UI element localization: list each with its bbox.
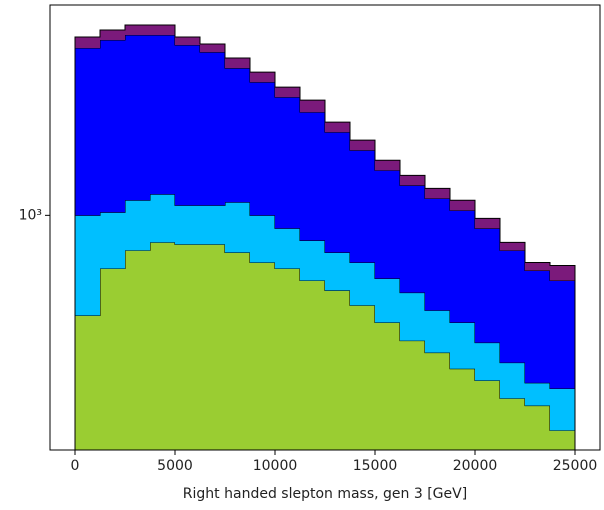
bar [425, 198, 450, 311]
bar [475, 218, 500, 229]
bar [375, 278, 400, 323]
bar [150, 242, 175, 450]
bar [250, 82, 275, 216]
bar [425, 352, 450, 450]
x-tick-label: 5000 [157, 458, 193, 474]
bar [175, 205, 200, 245]
bar [275, 87, 300, 98]
bar [325, 132, 350, 253]
bar [350, 150, 375, 263]
bar [275, 228, 300, 269]
bar [75, 215, 100, 316]
bar [400, 185, 425, 293]
bar [400, 175, 425, 186]
bar [475, 228, 500, 343]
bar [400, 340, 425, 450]
x-tick-label: 15000 [353, 458, 398, 474]
bar [75, 315, 100, 450]
bar [400, 292, 425, 341]
bar [525, 382, 550, 406]
bar [75, 48, 100, 216]
bar [250, 215, 275, 263]
bar [325, 252, 350, 291]
x-axis-label: Right handed slepton mass, gen 3 [GeV] [183, 486, 467, 502]
plot-frame [49, 4, 601, 451]
bar [500, 362, 525, 399]
bar [525, 405, 550, 450]
step-edge [74, 24, 576, 450]
bar [200, 244, 225, 450]
bar [150, 194, 175, 243]
x-tick-label: 0 [71, 458, 80, 474]
bar [100, 40, 125, 213]
bar [475, 380, 500, 450]
bar [550, 388, 575, 431]
bar [100, 30, 125, 41]
bar [300, 240, 325, 281]
bar [125, 250, 150, 450]
bar [200, 44, 225, 53]
bar [150, 35, 175, 195]
bar [175, 244, 200, 450]
bar [300, 112, 325, 241]
bar [350, 262, 375, 306]
bar [250, 262, 275, 450]
bar [100, 212, 125, 269]
bar [225, 58, 250, 69]
bar [375, 170, 400, 279]
x-tick-label: 10000 [253, 458, 298, 474]
bar [125, 24, 150, 36]
bar [425, 188, 450, 199]
y-tick-label: 10³ [19, 207, 42, 223]
bar [550, 265, 575, 281]
bar [125, 35, 150, 201]
bar [225, 202, 250, 253]
bar [375, 160, 400, 171]
bar [275, 268, 300, 450]
bar [100, 268, 125, 450]
bar [125, 200, 150, 251]
bar [350, 140, 375, 151]
bar [450, 210, 475, 323]
bar [175, 37, 200, 46]
bar [450, 200, 475, 211]
bar [350, 305, 375, 450]
bar [500, 398, 525, 450]
bar [475, 342, 500, 381]
bar [375, 322, 400, 450]
bar [550, 280, 575, 389]
bar [200, 52, 225, 206]
bar [225, 252, 250, 450]
bar [225, 68, 250, 203]
bar [525, 262, 550, 271]
bar [325, 290, 350, 450]
bar [275, 97, 300, 229]
bar [250, 72, 275, 83]
bar [200, 205, 225, 245]
bar [450, 322, 475, 369]
bar [525, 270, 550, 383]
bar [450, 368, 475, 450]
bar [325, 122, 350, 133]
bar [300, 280, 325, 450]
bar [75, 37, 100, 49]
bar [175, 45, 200, 206]
x-tick-label: 25000 [553, 458, 598, 474]
bar [425, 310, 450, 353]
bar [500, 250, 525, 363]
bar [300, 100, 325, 113]
bar [150, 24, 175, 36]
bar [500, 242, 525, 251]
bar [550, 430, 575, 450]
x-tick-label: 20000 [453, 458, 498, 474]
